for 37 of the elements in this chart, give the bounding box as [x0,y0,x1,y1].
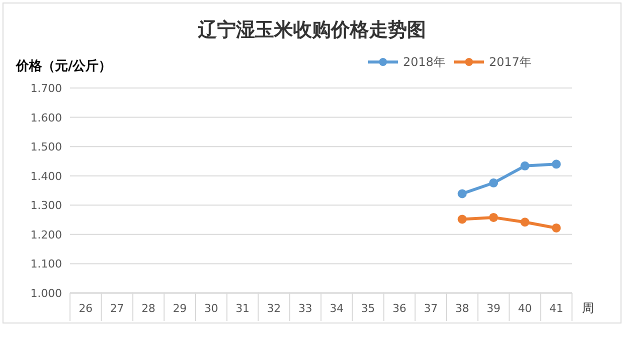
x-tick-label: 33 [298,302,312,315]
x-tick-label: 30 [204,302,218,315]
legend-label: 2017年 [489,55,532,69]
y-tick-label: 1.400 [30,170,62,183]
x-tick-label: 34 [330,302,344,315]
x-tick-label: 31 [236,302,250,315]
y-tick-label: 1.100 [30,258,62,271]
chart-title: 辽宁湿玉米收购价格走势图 [197,19,426,41]
point [520,161,530,170]
x-tick-label: 32 [266,302,281,315]
point [458,214,467,224]
x-tick-label: 38 [455,302,470,315]
point [489,212,498,222]
x-tick-label: 26 [78,302,93,315]
point [552,160,561,169]
y-tick-label: 1.200 [30,228,62,242]
x-tick-label: 27 [110,302,124,315]
point [552,223,561,232]
legend-label: 2018年 [403,55,446,69]
y-tick-label: 1.500 [30,140,62,154]
y-axis-title: 价格（元/公斤） [15,58,112,74]
x-tick-label: 41 [549,302,564,315]
y-tick-label: 1.300 [30,199,62,212]
x-tick-label: 37 [424,302,438,315]
x-tick-label: 29 [172,302,187,315]
x-tick-label: 28 [141,302,156,315]
x-axis-title: 周 [582,301,594,315]
x-tick-label: 35 [361,302,376,315]
point [458,189,467,198]
x-tick-label: 39 [486,302,501,315]
point [520,218,530,227]
y-tick-label: 1.000 [30,287,62,300]
y-tick-label: 1.700 [30,82,62,95]
point [489,178,498,188]
x-tick-label: 40 [518,302,532,315]
x-tick-label: 36 [392,302,406,315]
y-tick-label: 1.600 [30,111,62,124]
